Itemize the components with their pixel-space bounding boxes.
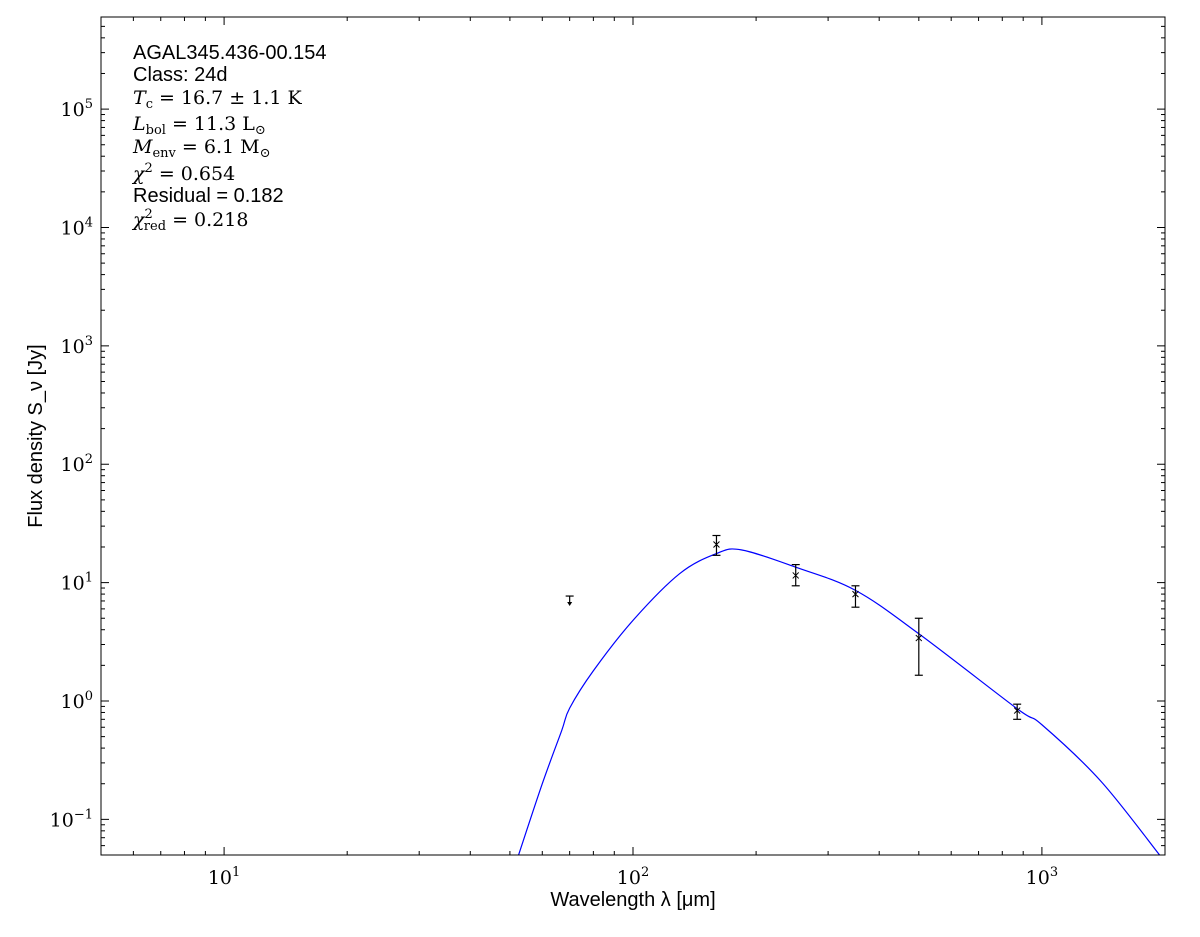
- annotation-block: AGAL345.436-00.154 Class: 24d Tc = 16.7 …: [131, 42, 327, 234]
- y-tick-label: 102: [61, 452, 93, 476]
- data-point: [712, 534, 721, 556]
- annotation-class: Class: 24d: [133, 64, 228, 86]
- x-tick-label: 101: [208, 865, 240, 889]
- data-point: [851, 585, 860, 608]
- data-point: [914, 617, 923, 676]
- x-marker: [713, 541, 720, 548]
- y-tick-label: 103: [61, 334, 93, 358]
- y-tick-label: 10−1: [50, 807, 93, 831]
- x-axis-label: Wavelength λ [μm]: [550, 889, 715, 911]
- x-marker: [915, 634, 923, 642]
- y-tick-label: 104: [61, 215, 93, 239]
- annotation-residual: Residual = 0.182: [133, 185, 284, 207]
- annotation-menv: Menv = 6.1 M⊙: [132, 136, 271, 161]
- x-marker: [852, 590, 859, 598]
- data-point: [1013, 703, 1022, 720]
- plot-frame: [100, 16, 1166, 856]
- annotation-chi2: χ2 = 0.654: [131, 161, 235, 185]
- x-tick-label: 103: [1026, 865, 1058, 889]
- x-tick-label: 102: [617, 865, 649, 889]
- x-marker: [1013, 707, 1021, 714]
- annotation-tc: Tc = 16.7 ± 1.1 K: [133, 87, 303, 112]
- annotation-source: AGAL345.436-00.154: [133, 42, 327, 64]
- annotation-lbol: Lbol = 11.3 L⊙: [132, 113, 266, 138]
- y-tick-label: 105: [61, 97, 93, 121]
- down-arrow-icon: [567, 602, 573, 607]
- y-tick-label: 100: [61, 689, 93, 713]
- upper-limit: [565, 595, 574, 607]
- y-axis-label: Flux density S_ν [Jy]: [25, 344, 47, 527]
- annotation-chi2red: χ2 red = 0.218: [131, 207, 248, 234]
- x-marker: [792, 572, 800, 579]
- data-point: [791, 563, 800, 587]
- model-curve: [518, 548, 1161, 855]
- y-tick-label: 101: [61, 571, 93, 595]
